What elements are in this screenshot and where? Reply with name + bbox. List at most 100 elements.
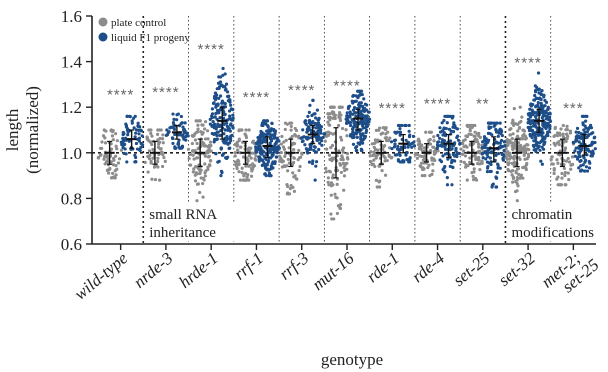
data-point [328,123,332,127]
data-point [165,128,169,132]
data-point [451,130,456,134]
data-point [392,145,397,149]
data-point [501,157,505,161]
data-point [579,147,583,151]
significance-label: **** [288,82,315,99]
data-point [526,112,531,116]
data-point [314,164,318,168]
data-point [96,156,100,160]
data-point [537,91,541,95]
data-point [522,145,526,149]
data-point [569,167,573,171]
data-point [477,155,481,160]
data-point [506,161,510,165]
data-point [195,182,200,186]
data-point [201,195,205,199]
data-point [297,134,301,138]
data-point [269,139,274,143]
data-point [203,127,207,131]
data-point [459,147,463,151]
data-point [380,168,384,173]
data-point [132,126,136,130]
data-point [266,125,270,129]
data-point [287,146,291,150]
annotation-label-line2: inheritance [149,225,216,241]
x-tick-label-group: rde-4 [408,248,448,286]
data-point [446,157,450,161]
data-point [193,179,198,183]
data-point [485,170,490,174]
data-point [518,137,523,141]
data-point [532,98,536,102]
data-point [138,148,142,153]
data-point [348,123,353,128]
data-point [556,161,560,165]
data-point [227,127,231,131]
data-point [374,128,378,132]
data-point [324,170,328,174]
data-point [358,90,362,94]
data-point [445,121,449,125]
data-point [182,130,186,134]
data-point [193,148,197,153]
data-point [579,164,583,168]
data-point [203,154,208,158]
data-point [429,130,433,134]
data-point [240,170,244,175]
y-tick-label: 0.8 [61,189,82,208]
data-point [505,140,510,144]
data-point [350,99,354,103]
x-tick-label-group: met-2;set-25 [538,249,603,297]
data-point [480,151,484,156]
x-tick-label-group: mut-16 [308,248,357,294]
data-point [187,156,191,161]
data-point [510,144,514,148]
data-point [438,136,442,140]
data-point [562,166,566,171]
data-point [325,147,329,151]
data-point [329,193,333,197]
data-point [526,152,531,156]
data-point [326,176,330,180]
data-point [254,154,258,158]
data-point [326,115,331,119]
significance-label: **** [424,96,451,113]
data-point [244,128,248,132]
data-point [530,108,534,112]
data-point [292,147,296,152]
data-point [496,134,500,138]
data-point [222,101,226,105]
data-point [340,138,344,142]
data-point [541,131,545,135]
data-point [345,111,349,115]
data-point [565,137,569,141]
data-point [117,157,122,161]
x-tick-label: wild-type [71,248,132,304]
data-point [236,148,240,152]
data-point [211,101,216,105]
data-point [332,156,337,160]
data-point [375,185,379,189]
data-point [354,125,358,129]
data-point [269,127,274,131]
data-point [362,115,366,120]
data-point [105,168,110,172]
data-point [185,131,189,135]
data-point [464,134,468,138]
data-point [480,143,484,147]
data-point [549,158,553,162]
data-point [471,174,475,179]
significance-label: **** [152,84,179,101]
data-point [199,176,203,180]
data-point [578,169,583,173]
data-point [428,174,432,178]
data-point [116,161,120,165]
data-point [339,170,343,175]
data-point [350,118,354,122]
data-point [223,72,227,76]
data-point [519,119,523,124]
data-point [260,121,264,125]
data-point [508,151,512,155]
data-point [335,182,339,186]
data-point [140,143,145,147]
